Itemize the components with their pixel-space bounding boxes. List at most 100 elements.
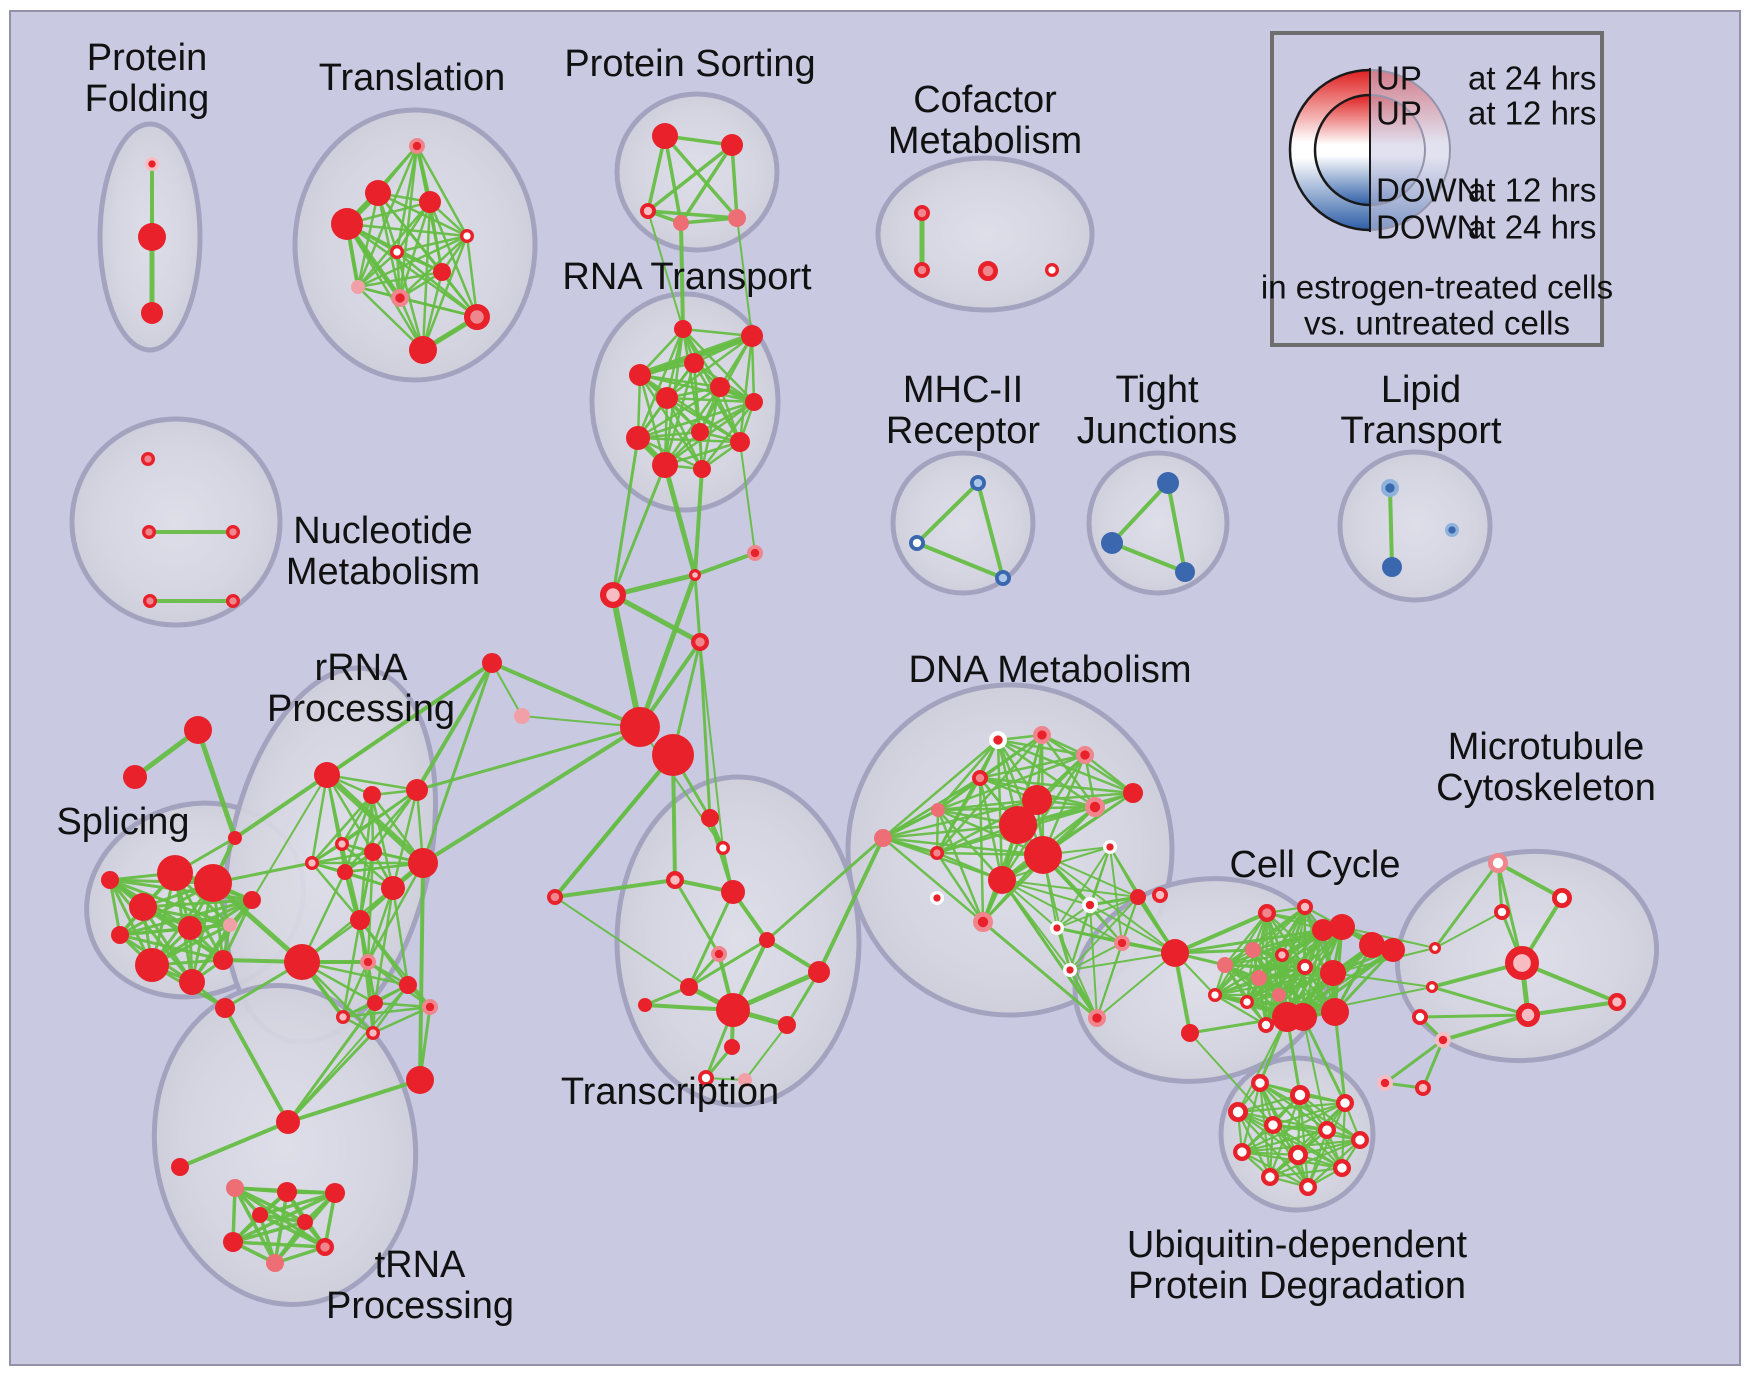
edge [118, 933, 225, 962]
cluster-label-splicing: Splicing [56, 801, 189, 843]
node [1157, 472, 1179, 494]
node [409, 137, 426, 154]
edge [465, 234, 479, 319]
node [277, 1182, 297, 1202]
node-layer [101, 123, 1627, 1272]
legend-time-label: at 24 hrs [1468, 60, 1596, 97]
edge [817, 836, 885, 974]
edge [370, 793, 395, 890]
edge [1056, 927, 1098, 1019]
node [988, 866, 1016, 894]
edge [1000, 878, 1099, 1020]
node [1428, 941, 1441, 954]
edge [663, 440, 742, 467]
node [652, 734, 694, 776]
node [179, 969, 205, 995]
node [1082, 896, 1099, 913]
node [1088, 1008, 1107, 1027]
node [1240, 994, 1255, 1009]
edge [935, 851, 985, 924]
node [1289, 1003, 1317, 1031]
edge [418, 861, 425, 1082]
edge [693, 551, 757, 577]
edge [1213, 993, 1268, 1027]
edge [325, 773, 419, 792]
edge [673, 878, 721, 956]
node [1275, 947, 1290, 962]
cluster-label-trna-processing: tRNA Processing [326, 1244, 514, 1327]
node [389, 244, 404, 259]
node [1251, 970, 1267, 986]
cluster-label-line: Cytoskeleton [1436, 767, 1656, 809]
edge [1042, 854, 1176, 954]
cluster-label-rna-transport: RNA Transport [562, 256, 812, 298]
edge [638, 373, 756, 404]
cluster-label-line: RNA Transport [562, 256, 812, 298]
node [1045, 262, 1060, 277]
edge [1268, 1093, 1302, 1179]
cluster-label-line: rRNA [315, 647, 409, 689]
edge [341, 960, 370, 1019]
edge [491, 662, 523, 717]
node [228, 831, 242, 845]
node [738, 1073, 752, 1087]
cluster-label-transcription: Transcription [561, 1071, 779, 1113]
edge [1240, 1150, 1310, 1189]
edge [750, 334, 756, 404]
node [1022, 785, 1052, 815]
edge [345, 222, 469, 238]
edge [108, 878, 122, 937]
node [1415, 1080, 1432, 1097]
node [874, 829, 892, 847]
edge [765, 836, 885, 942]
edge [1069, 952, 1176, 971]
edge [373, 886, 395, 1005]
node [701, 809, 719, 827]
edge [1302, 1016, 1328, 1131]
node [629, 364, 651, 386]
node [1261, 1168, 1280, 1187]
edge [881, 836, 985, 924]
node [381, 876, 405, 900]
edge [636, 400, 756, 440]
edge [358, 850, 375, 922]
edge [1035, 791, 1135, 802]
edge [1332, 972, 1433, 988]
node [171, 1158, 189, 1176]
edge [698, 640, 712, 820]
node [1033, 725, 1052, 744]
edge [936, 753, 1087, 812]
edge [340, 793, 374, 846]
edge [1268, 1101, 1347, 1179]
edge [637, 572, 698, 730]
edge [935, 808, 940, 855]
edge [636, 327, 685, 440]
node [1272, 988, 1286, 1002]
node [1217, 957, 1233, 973]
node [141, 524, 156, 539]
edge [341, 918, 362, 1019]
node [142, 593, 157, 608]
edge [1236, 1110, 1272, 1179]
node [1320, 960, 1346, 986]
edge [1096, 942, 1123, 1019]
node [741, 325, 763, 347]
cluster-label-microtubule-cytoskeleton: Microtubule Cytoskeleton [1436, 726, 1656, 809]
cluster-label-line: tRNA [375, 1244, 466, 1286]
node [656, 387, 678, 409]
cluster-ellipse-mhc-ii-receptor [890, 450, 1036, 596]
edge [646, 209, 739, 220]
legend-circle-left-half [1288, 68, 1370, 232]
node [1233, 1143, 1252, 1162]
cluster-label-line: Junctions [1077, 410, 1238, 452]
node [691, 423, 709, 441]
edge [190, 898, 254, 984]
node [1333, 1159, 1352, 1178]
cluster-label-tight-junctions: Tight Junctions [1077, 369, 1238, 452]
legend-caption-line: in estrogen-treated cells [1261, 269, 1613, 306]
node [1063, 962, 1078, 977]
edge [1421, 1038, 1445, 1090]
node [334, 836, 349, 851]
cluster-label-line: Translation [319, 57, 506, 99]
